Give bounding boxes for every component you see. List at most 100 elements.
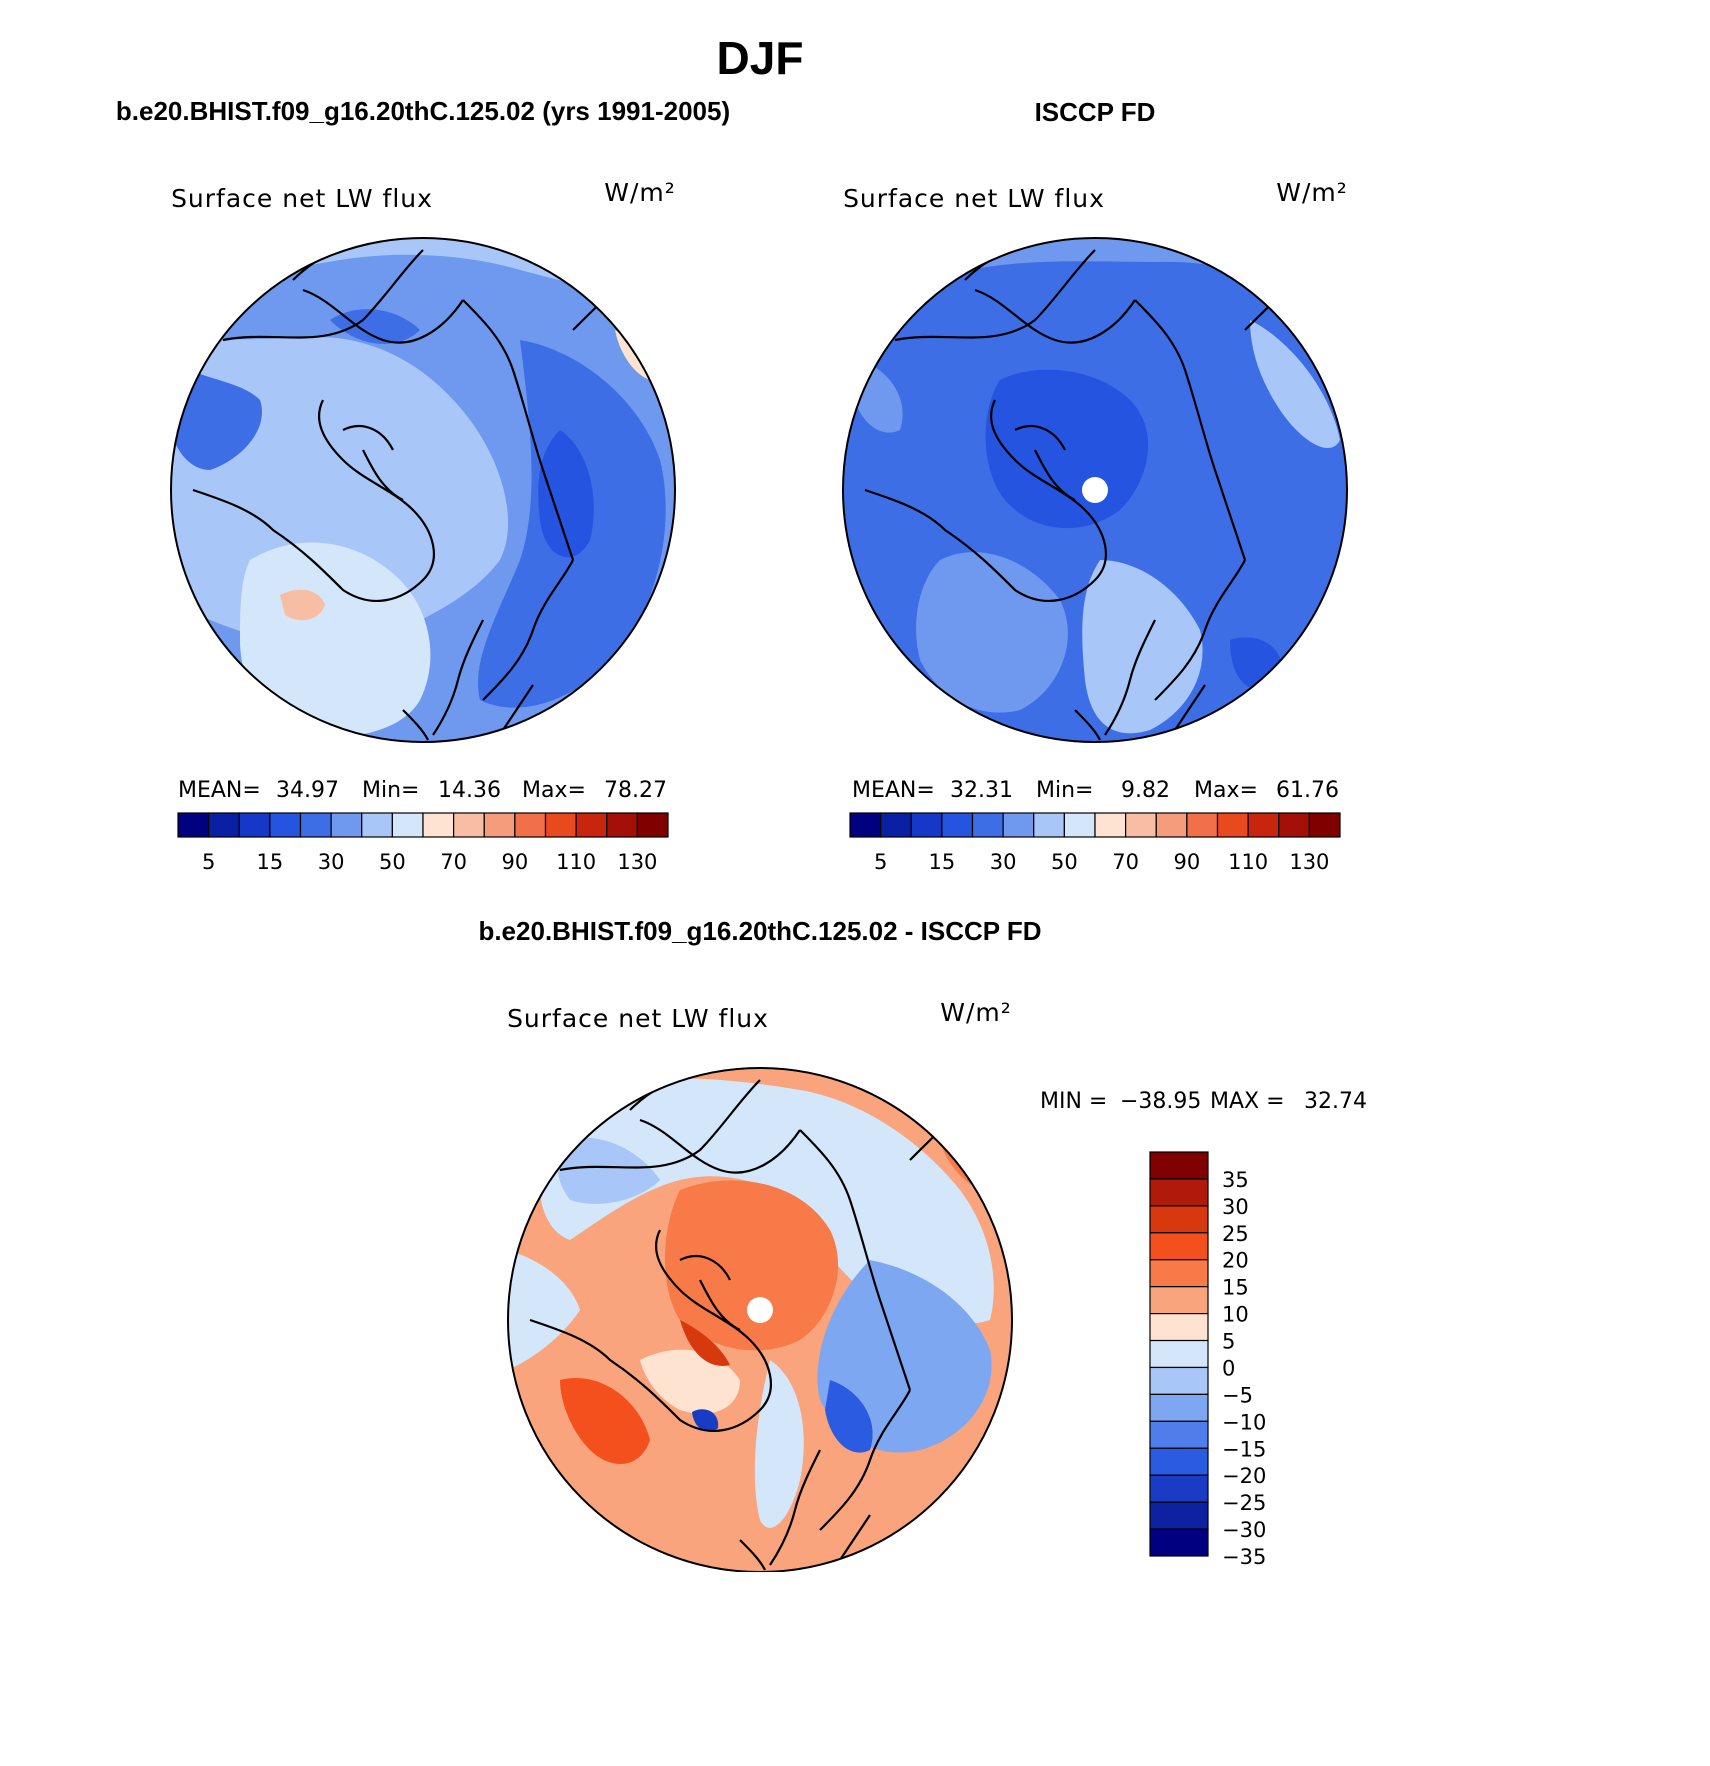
panel-observations-min-value: 9.82 [1121, 778, 1170, 803]
panel-difference-min-label: MIN = [1040, 1089, 1107, 1114]
panel-model-colorbar-tick-label: 90 [502, 850, 529, 874]
panel-observations-colorbar-tick-label: 70 [1112, 850, 1139, 874]
panel-difference-colorbar: 35 30 25 20 15 10 50 −5 −10 −15 −20 −25 −30 −35 [1149, 1151, 1266, 1569]
panel-observations-colorbar-swatch [1094, 812, 1127, 838]
panel-observations-colorbar-swatch [1063, 812, 1096, 838]
panel-difference-colorbar-tick-label: 25 [1222, 1222, 1249, 1246]
panel-model-frame [170, 237, 676, 743]
panel-difference-colorbar-tick-label: −20 [1222, 1464, 1266, 1488]
panel-model-variable: Surface net LW flux [171, 184, 433, 213]
panel-observations-colorbar-tick-label: 110 [1228, 850, 1268, 874]
panel-model-max-label: Max= [522, 778, 586, 803]
panel-observations-colorbar-swatch [1155, 812, 1188, 838]
panel-difference-colorbar-swatch [1149, 1286, 1209, 1315]
panel-observations-colorbar: 5 15 30 50 70 90 110 130 [849, 812, 1341, 874]
panel-observations-colorbar-swatch [941, 812, 974, 838]
panel-model-colorbar-swatch [299, 812, 332, 838]
panel-difference-colorbar-tick-label: −30 [1222, 1518, 1266, 1542]
panel-difference-colorbar-swatch [1149, 1420, 1209, 1449]
panel-difference-colorbar-swatch [1149, 1528, 1209, 1557]
panel-observations-max-label: Max= [1194, 778, 1258, 803]
panel-observations-colorbar-swatch [1002, 812, 1035, 838]
panel-difference-colorbar-swatch [1149, 1151, 1209, 1180]
panel-model-colorbar-tick-label: 5 [202, 850, 215, 874]
panel-difference-colorbar-tick-label: −5 [1222, 1383, 1253, 1407]
panel-model-colorbar-swatch [177, 812, 210, 838]
panel-difference-colorbar-swatch [1149, 1474, 1209, 1503]
panel-observations-field [843, 238, 1347, 742]
panel-model-colorbar-tick-label: 110 [556, 850, 596, 874]
panel-model-mean-label: MEAN= [178, 778, 261, 803]
panel-difference: b.e20.BHIST.f09_g16.20thC.125.02 - ISCCP… [478, 916, 1367, 1572]
panel-observations-colorbar-tick-label: 90 [1174, 850, 1201, 874]
panel-observations-min-label: Min= [1036, 778, 1093, 803]
panel-difference-variable: Surface net LW flux [507, 1004, 769, 1033]
panel-observations-colorbar-swatch [880, 812, 912, 838]
panel-observations-mean-value: 32.31 [950, 778, 1013, 803]
panel-difference-units: W/m² [940, 998, 1012, 1027]
panel-observations-colorbar-swatch [910, 812, 943, 838]
panel-difference-frame [507, 1067, 1013, 1572]
panel-observations-colorbar-swatch [1216, 812, 1249, 838]
panel-model-colorbar-swatch [330, 812, 363, 838]
panel-difference-pole-mask [747, 1297, 773, 1323]
panel-model-colorbar-tick-label: 15 [257, 850, 284, 874]
panel-observations-max-value: 61.76 [1276, 778, 1339, 803]
panel-model-colorbar: 5 15 30 50 70 90 110 130 [177, 812, 669, 874]
panel-model-min-value: 14.36 [438, 778, 501, 803]
panel-model-colorbar-swatch [208, 812, 240, 838]
panel-model-colorbar-swatch [514, 812, 547, 838]
panel-difference-colorbar-tick-label: −25 [1222, 1491, 1266, 1515]
panel-model-field [171, 238, 675, 742]
panel-model-colorbar-tick-label: 50 [379, 850, 406, 874]
panel-observations-units: W/m² [1276, 178, 1348, 207]
panel-observations-colorbar-tick-label: 15 [929, 850, 956, 874]
panel-difference-colorbar-tick-label: 15 [1222, 1276, 1249, 1300]
panel-observations-colorbar-swatch [849, 812, 882, 838]
panel-model-colorbar-swatch [269, 812, 302, 838]
panel-difference-colorbar-tick-label: 30 [1222, 1195, 1249, 1219]
panel-observations-colorbar-tick-label: 30 [990, 850, 1017, 874]
panel-model-colorbar-swatch [606, 812, 638, 838]
panel-observations-colorbar-swatch [1186, 812, 1219, 838]
panel-difference-colorbar-tick-label: −10 [1222, 1410, 1266, 1434]
panel-difference-colorbar-swatch [1149, 1205, 1209, 1234]
panel-difference-colorbar-swatch [1149, 1312, 1209, 1342]
figure-title: DJF [717, 32, 804, 84]
panel-difference-colorbar-swatch [1149, 1393, 1209, 1422]
panel-observations-colorbar-swatch [1308, 812, 1341, 838]
panel-difference-colorbar-swatch [1149, 1366, 1209, 1396]
panel-observations-colorbar-swatch [1278, 812, 1310, 838]
panel-difference-colorbar-tick-label: 5 [1222, 1330, 1235, 1354]
panel-difference-colorbar-swatch [1149, 1339, 1209, 1369]
panel-model-colorbar-swatch [391, 812, 424, 838]
panel-difference-colorbar-tick-label: 35 [1222, 1168, 1249, 1192]
panel-model-max-value: 78.27 [604, 778, 667, 803]
panel-model-colorbar-swatch [453, 812, 485, 838]
panel-model-colorbar-swatch [544, 812, 577, 838]
panel-difference-max-label: MAX = [1210, 1089, 1285, 1114]
panel-model-colorbar-swatch [575, 812, 608, 838]
panel-difference-colorbar-tick-label: 20 [1222, 1249, 1249, 1273]
panel-model-colorbar-tick-label: 70 [440, 850, 467, 874]
panel-difference-colorbar-tick-label: 0 [1222, 1356, 1235, 1380]
panel-observations-title: ISCCP FD [1035, 97, 1156, 127]
panel-model-colorbar-swatch [636, 812, 669, 838]
panel-observations-colorbar-swatch [1247, 812, 1280, 838]
panel-difference-colorbar-swatch [1149, 1501, 1209, 1530]
panel-observations-mean-label: MEAN= [852, 778, 935, 803]
panel-difference-title: b.e20.BHIST.f09_g16.20thC.125.02 - ISCCP… [478, 916, 1041, 946]
panel-observations-colorbar-swatch [1033, 812, 1065, 838]
panel-difference-colorbar-swatch [1149, 1232, 1209, 1261]
panel-model-colorbar-swatch [238, 812, 271, 838]
panel-model: b.e20.BHIST.f09_g16.20thC.125.02 (yrs 19… [116, 96, 730, 874]
panel-model-colorbar-swatch [361, 812, 393, 838]
panel-difference-colorbar-swatch [1149, 1178, 1209, 1207]
panel-observations-colorbar-tick-label: 130 [1289, 850, 1329, 874]
panel-difference-colorbar-tick-label: −15 [1222, 1437, 1266, 1461]
panel-model-title: b.e20.BHIST.f09_g16.20thC.125.02 (yrs 19… [116, 96, 730, 126]
panel-model-colorbar-tick-label: 30 [318, 850, 345, 874]
panel-observations-pole-mask [1082, 477, 1108, 503]
panel-observations-colorbar-swatch [971, 812, 1004, 838]
panel-observations-colorbar-tick-label: 50 [1051, 850, 1078, 874]
